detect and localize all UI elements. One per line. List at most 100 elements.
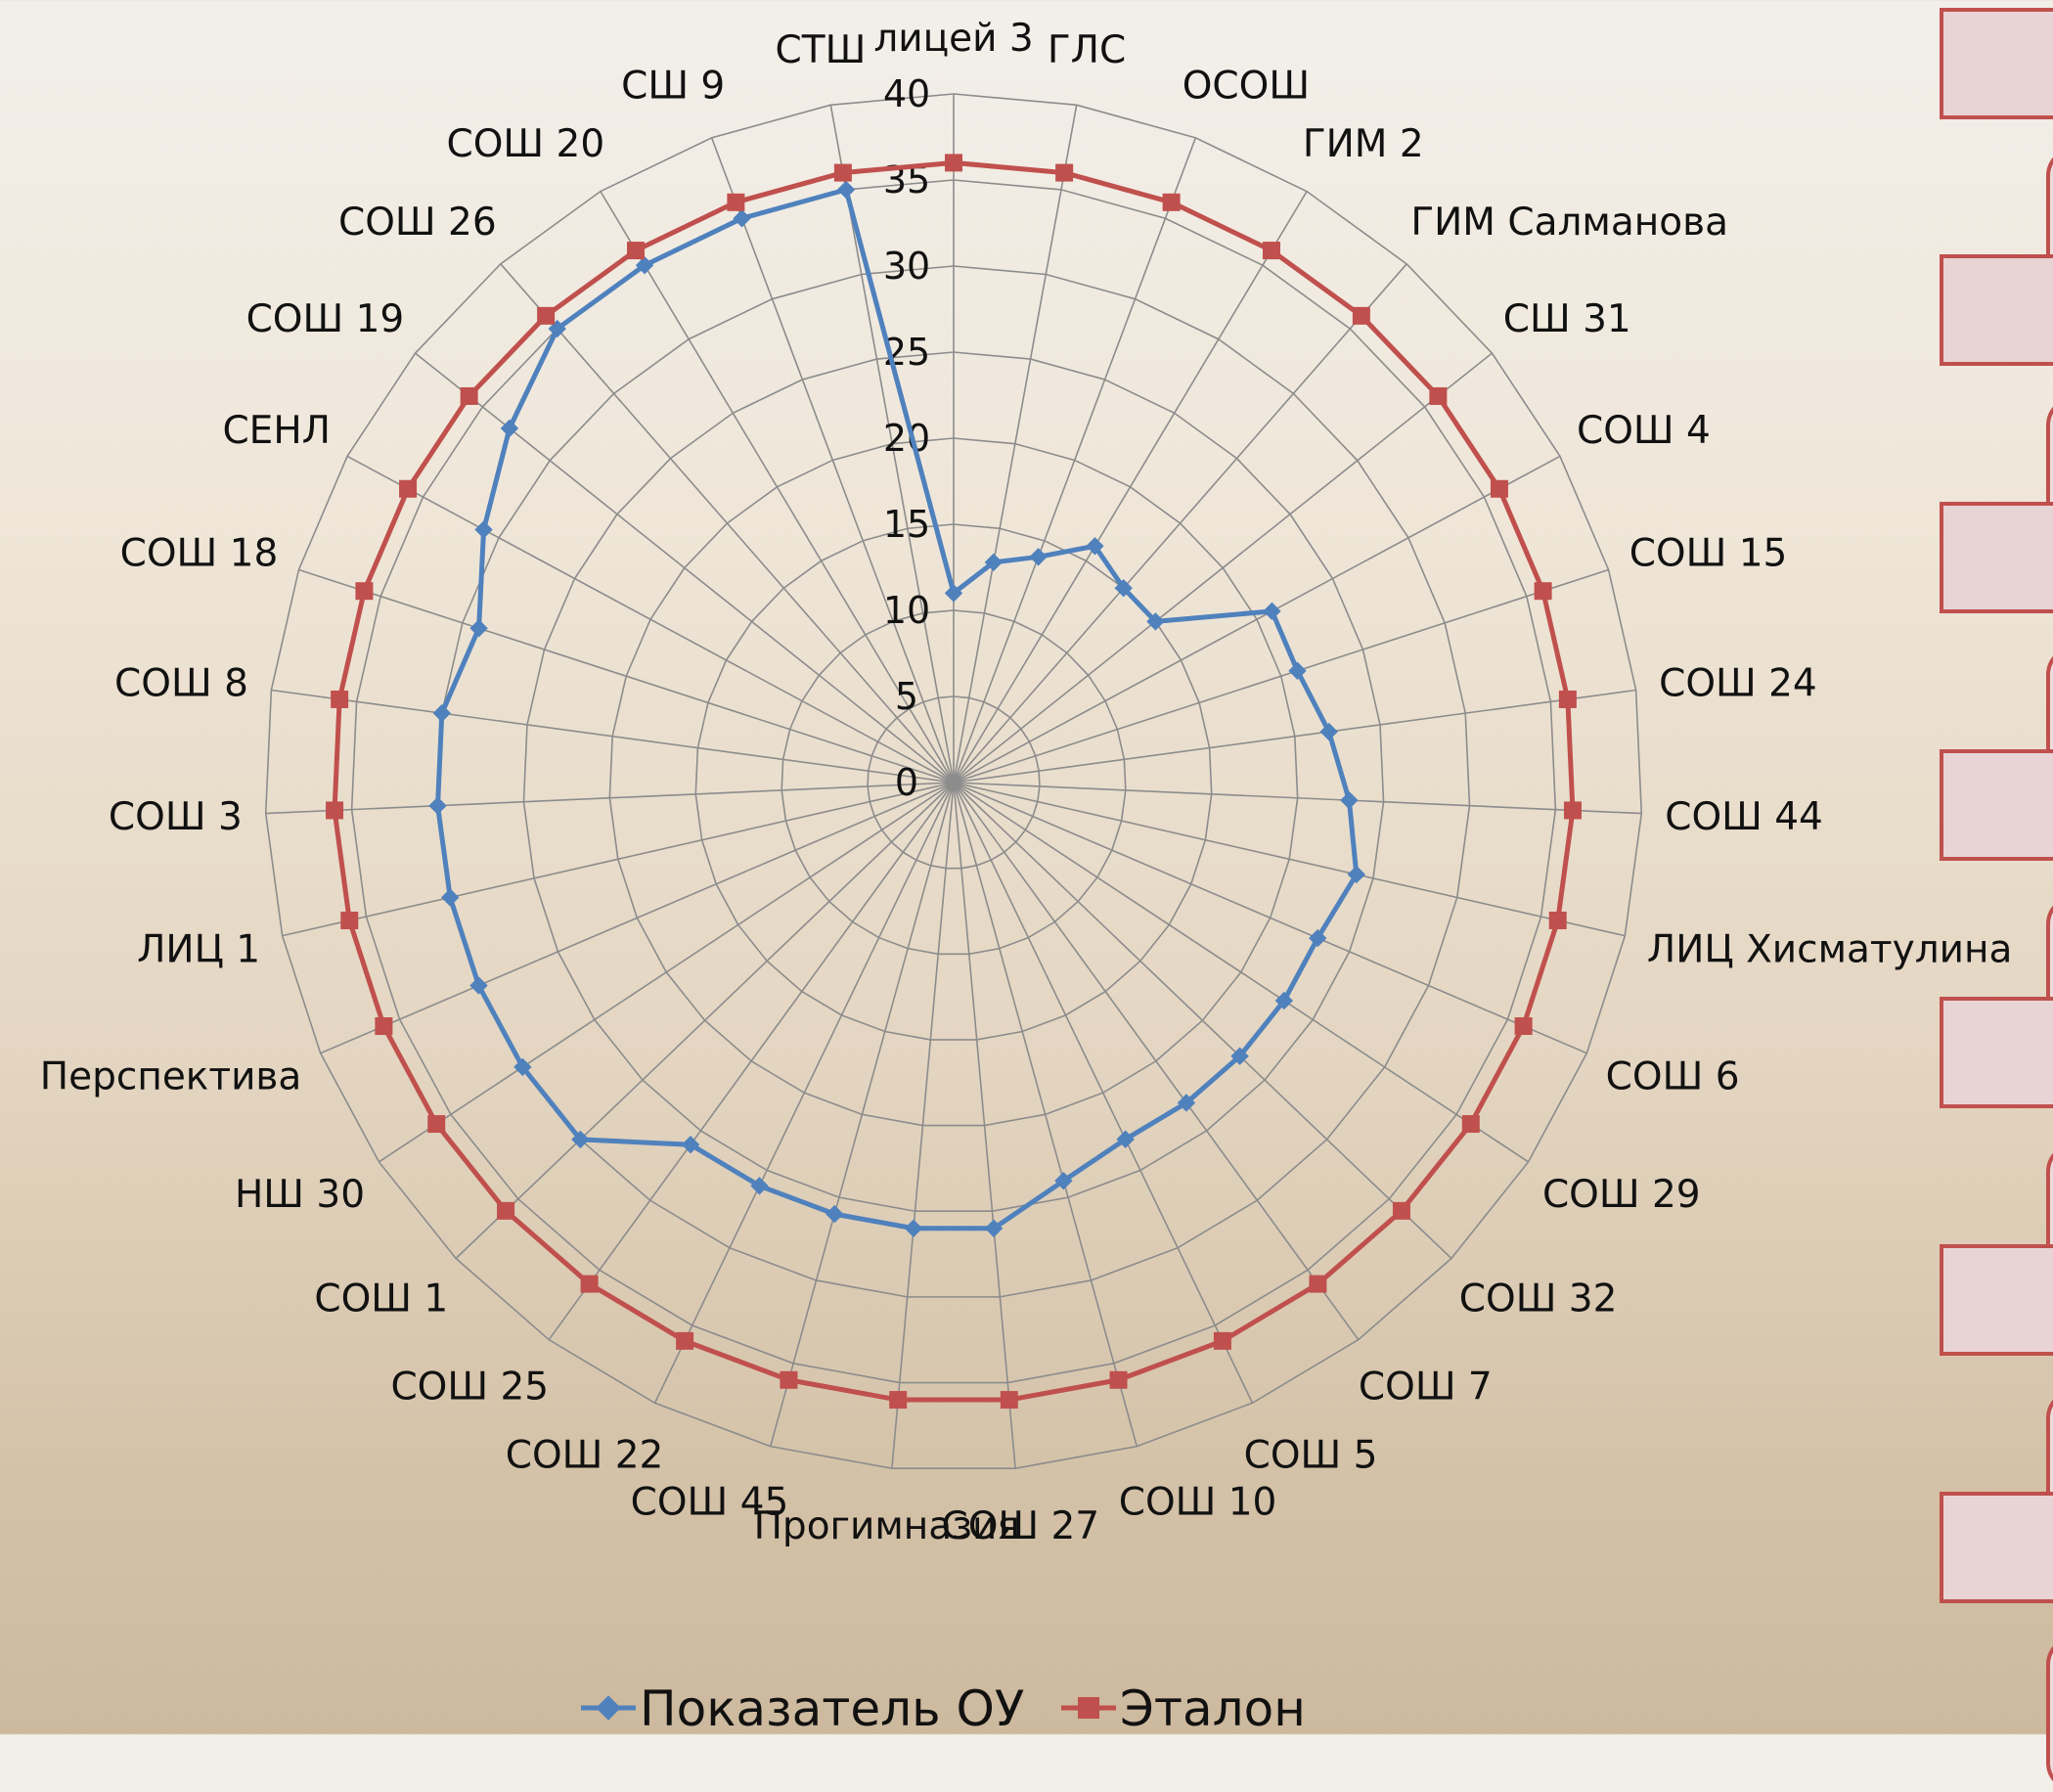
data-point (984, 1219, 1004, 1237)
tick-label: 10 (883, 589, 930, 632)
category-label: СШ 9 (621, 65, 725, 109)
data-point (1548, 911, 1567, 929)
data-point (427, 1115, 446, 1134)
data-point (580, 1275, 599, 1293)
grid-ring (350, 179, 1557, 1384)
legend-label-series-1: Показатель ОУ (640, 1680, 1024, 1734)
data-point (1262, 242, 1280, 260)
category-label: СОШ 29 (1542, 1173, 1701, 1217)
grid-spoke (953, 455, 1561, 784)
data-point (1116, 1130, 1135, 1148)
data-point (1309, 928, 1327, 948)
grid-spoke (953, 782, 1254, 1404)
grid-spoke (455, 782, 955, 1260)
data-point (1263, 602, 1281, 621)
series-line (435, 187, 1360, 1232)
data-point (537, 306, 556, 325)
category-label: СОШ 20 (447, 122, 605, 166)
data-point (826, 1204, 844, 1224)
grid-ring (264, 93, 1643, 1469)
data-point (1347, 865, 1366, 884)
series-line (332, 159, 1576, 1403)
data-point (340, 911, 359, 929)
data-point (1352, 306, 1370, 325)
grid-spoke (653, 782, 955, 1404)
legend-marker-series-1 (596, 1695, 621, 1721)
grid-spoke (320, 782, 955, 1054)
category-label: ЛИЦ Хисматулина (1647, 928, 2012, 972)
category-label: ГИМ 2 (1303, 122, 1424, 166)
radar-chart: 0 5 10 15 20 25 30 35 40 лицей 3 ГЛС ОСОШ ГИМ 2 ГИМ … (40, 17, 2013, 1734)
tick-label: 0 (895, 761, 918, 804)
data-point (500, 419, 519, 438)
category-label: Перспектива (40, 1054, 302, 1098)
side-panel-box (1940, 502, 2053, 613)
category-label: СОШ 22 (506, 1434, 664, 1478)
data-point (469, 619, 488, 638)
data-point (727, 193, 745, 211)
grid-ring (436, 265, 1471, 1298)
data-point (1000, 1391, 1018, 1410)
data-point (469, 976, 488, 995)
category-label: СОШ 27 (941, 1504, 1099, 1548)
grid-spoke (953, 689, 1636, 784)
grid-ring (694, 523, 1213, 1041)
data-point (474, 520, 493, 539)
legend-label-series-2: Эталон (1120, 1680, 1306, 1734)
category-label: СОШ 45 (631, 1481, 789, 1525)
data-point (1490, 479, 1508, 498)
data-point (1288, 661, 1307, 680)
data-point (1461, 1115, 1480, 1134)
data-point (432, 703, 451, 723)
category-label: СОШ 7 (1359, 1365, 1493, 1409)
data-point (1274, 991, 1294, 1010)
category-label: СОШ 32 (1459, 1277, 1618, 1322)
category-label: лицей 3 (873, 17, 1033, 61)
category-label: СОШ 44 (1665, 795, 1823, 839)
data-point (904, 1219, 923, 1237)
data-point (750, 1177, 769, 1195)
grid-spoke (953, 568, 1609, 784)
tick-label: 15 (883, 503, 930, 546)
grid-spoke (953, 105, 1078, 784)
grid-spoke (953, 782, 1642, 815)
data-point (375, 1017, 393, 1036)
grid-spoke (282, 782, 955, 937)
data-point (1429, 386, 1448, 405)
grid-spoke (298, 568, 955, 784)
side-panel-box (1940, 254, 2053, 366)
side-panel-box (1940, 1244, 2053, 1356)
category-label: СОШ 25 (390, 1365, 549, 1409)
data-point (1392, 1201, 1410, 1220)
category-label: СОШ 24 (1659, 662, 1817, 706)
data-point (399, 479, 418, 498)
data-point (676, 1331, 694, 1350)
data-point (1054, 1171, 1073, 1190)
data-point (1514, 1017, 1533, 1036)
category-label: Прогимназия (754, 1504, 1020, 1548)
data-point (355, 582, 374, 601)
category-label: НШ 30 (235, 1173, 365, 1217)
grid-ring (867, 695, 1041, 870)
data-point (497, 1201, 515, 1220)
side-panel-box (1940, 997, 2053, 1108)
data-point (984, 553, 1004, 572)
data-point (428, 796, 447, 815)
grid-spoke (346, 455, 955, 784)
side-panel-box (1940, 8, 2053, 119)
category-label: СОШ 15 (1629, 532, 1788, 576)
category-label: СОШ 10 (1119, 1481, 1277, 1525)
data-point (1162, 193, 1181, 211)
grid-spoke (500, 263, 955, 784)
data-point (326, 801, 344, 820)
category-label: СЕНЛ (222, 409, 331, 453)
grid-spoke (953, 782, 1529, 1163)
category-label: СОШ 6 (1606, 1054, 1740, 1098)
grid-spoke (953, 782, 1138, 1447)
category-label: СШ 31 (1503, 297, 1631, 341)
grid-spoke (271, 689, 955, 784)
data-point (1109, 1370, 1128, 1389)
grid-ring (781, 609, 1127, 956)
